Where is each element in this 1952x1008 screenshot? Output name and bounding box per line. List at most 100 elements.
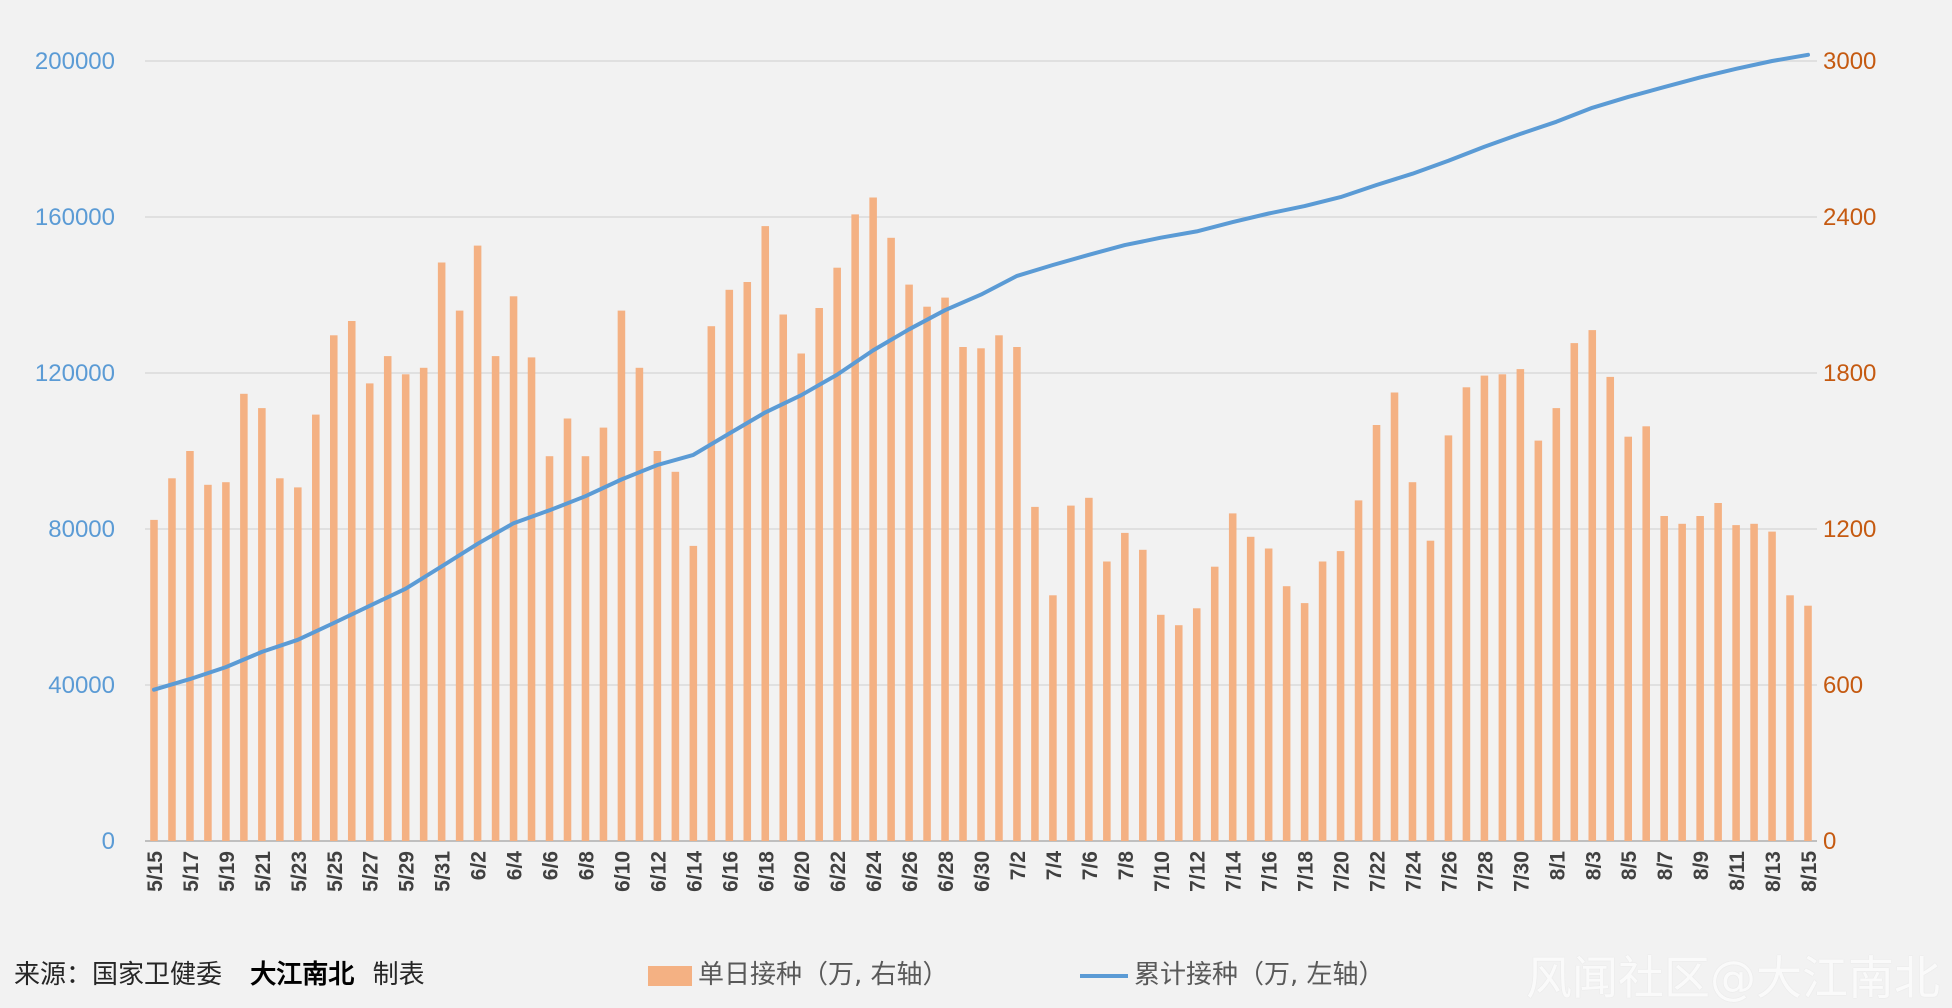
x-tick-label: 5/19: [216, 851, 239, 892]
x-tick-label: 6/8: [576, 851, 599, 881]
x-tick-label: 8/11: [1726, 851, 1749, 891]
x-tick-label: 7/12: [1187, 851, 1210, 892]
bar: [1067, 505, 1075, 841]
bar: [150, 519, 158, 841]
bar: [491, 356, 500, 841]
bar: [653, 451, 662, 841]
bar: [851, 214, 859, 841]
x-tick-label: 6/28: [935, 851, 958, 892]
bar: [419, 367, 428, 841]
x-tick-label: 5/15: [144, 851, 167, 892]
x-tick-label: 5/29: [396, 851, 419, 892]
bar: [1786, 595, 1794, 841]
author-name: 大江南北: [250, 960, 355, 990]
bar: [1462, 387, 1471, 841]
bar: [1498, 374, 1507, 841]
x-tick-label: 6/2: [468, 851, 491, 880]
bar: [258, 408, 266, 841]
bar: [1390, 392, 1399, 841]
bar: [1157, 614, 1165, 841]
cumulative-line: [152, 52, 1810, 692]
x-tick-label: 7/2: [1007, 851, 1030, 880]
line-series-cumulative: [152, 52, 1810, 692]
bar: [222, 482, 230, 841]
bar: [1354, 500, 1363, 841]
bar: [887, 237, 895, 842]
x-tick-label: 7/22: [1367, 851, 1390, 892]
bar: [1714, 503, 1722, 841]
right-axis-ticks: 0 600 1200 1800 2400 3000: [1823, 48, 1876, 855]
x-tick-label: 7/20: [1331, 851, 1354, 892]
bar: [1300, 603, 1309, 841]
right-tick-label: 2400: [1823, 204, 1876, 231]
x-tick-label: 7/4: [1043, 851, 1066, 881]
bar: [1588, 330, 1597, 841]
bar: [168, 478, 176, 841]
bar: [905, 284, 913, 842]
bar: [1049, 595, 1057, 841]
bar: [1570, 343, 1579, 841]
bar: [1103, 561, 1111, 841]
bar: [1372, 425, 1381, 841]
x-tick-label: 6/20: [791, 851, 814, 892]
bar: [995, 335, 1003, 841]
x-tick-label: 6/30: [971, 851, 994, 892]
x-tick-label: 8/1: [1546, 851, 1569, 881]
x-tick-label: 6/24: [863, 851, 886, 892]
bar: [1264, 548, 1273, 841]
x-tick-label: 6/14: [683, 851, 706, 892]
bar: [1804, 605, 1812, 841]
bar: [1121, 532, 1129, 841]
left-tick-label: 200000: [35, 48, 115, 75]
left-tick-label: 0: [102, 828, 115, 855]
bar: [1750, 523, 1758, 841]
bar: [833, 267, 841, 841]
x-tick-label: 6/26: [899, 851, 922, 892]
legend-label-cumulative: 累计接种（万, 左轴）: [1134, 960, 1385, 990]
bar: [1552, 408, 1561, 841]
bar: [401, 374, 410, 841]
left-axis-ticks: 0 40000 80000 120000 160000 200000: [35, 48, 115, 855]
x-tick-label: 7/26: [1438, 851, 1461, 892]
bar: [1282, 586, 1291, 841]
bar: [815, 308, 823, 841]
bar-series-daily: [150, 197, 1812, 842]
bar: [240, 393, 248, 841]
bar: [599, 427, 608, 841]
x-tick-label: 7/8: [1115, 851, 1138, 881]
bar: [1031, 506, 1039, 841]
bar: [977, 348, 985, 841]
x-tick-label: 7/28: [1474, 851, 1497, 892]
x-tick-label: 6/22: [827, 851, 850, 892]
x-tick-label: 7/6: [1079, 851, 1102, 880]
x-tick-label: 7/24: [1403, 851, 1426, 892]
x-tick-label: 5/17: [180, 851, 203, 892]
bar: [941, 297, 949, 842]
x-tick-label: 7/30: [1510, 851, 1533, 892]
bar: [1192, 608, 1201, 841]
legend-swatch-bar: [648, 965, 692, 986]
bar: [725, 289, 734, 841]
x-tick-label: 8/5: [1618, 851, 1641, 881]
right-tick-label: 3000: [1823, 48, 1876, 75]
x-tick-label: 8/13: [1762, 851, 1785, 892]
bar: [779, 314, 788, 841]
left-tick-label: 160000: [35, 204, 115, 231]
bar: [1696, 516, 1704, 841]
x-tick-label: 7/10: [1151, 851, 1174, 892]
bar: [186, 451, 194, 841]
bar: [1336, 551, 1345, 841]
bar: [276, 478, 284, 841]
x-tick-label: 7/16: [1259, 851, 1282, 892]
bar: [743, 282, 752, 841]
x-tick-label: 6/4: [504, 851, 527, 881]
bar: [959, 347, 967, 841]
bar: [1139, 549, 1147, 841]
x-axis-ticks: 5/15 5/17 5/19 5/21 5/23 5/25 5/27 5/29 5/31 6/2 6…: [144, 851, 1821, 892]
bar: [1480, 375, 1489, 841]
bar: [1228, 513, 1237, 841]
bar: [545, 456, 554, 841]
bar: [1444, 435, 1453, 841]
bar: [707, 326, 716, 841]
chart-footer: 来源：国家卫健委 大江南北 制表 单日接种（万, 右轴） 累计接种（万, 左轴）…: [0, 940, 1952, 1005]
